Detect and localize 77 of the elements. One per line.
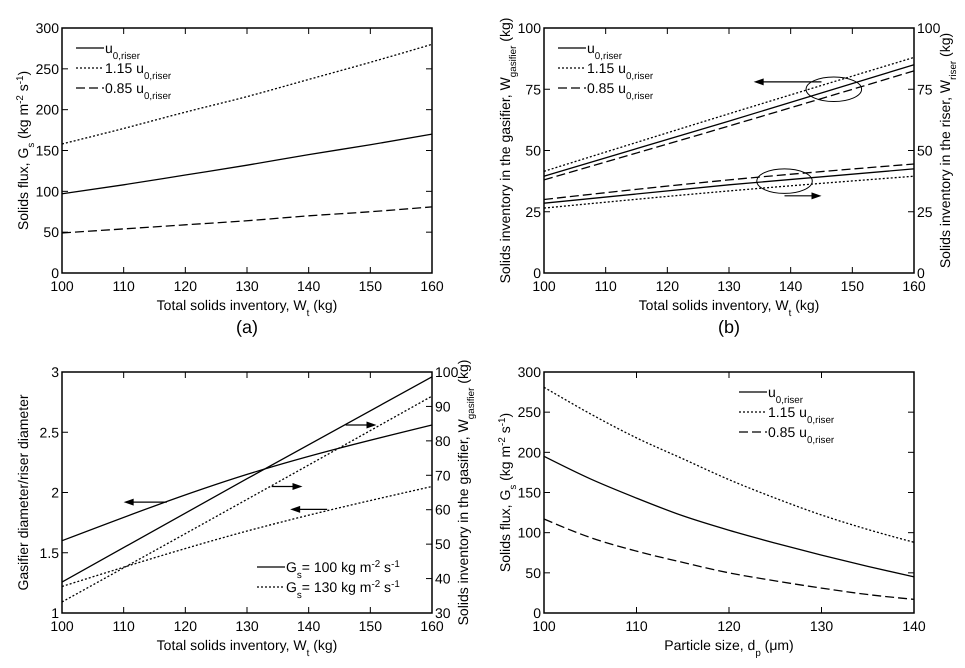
legend-label: u$_{0,riser}$ [768,384,804,406]
y2-tick-label: 80 [435,432,451,449]
x-tick-label: 130 [235,278,259,294]
x-axis-title: Total solids inventory, W$_{t}$ (kg) [156,637,338,658]
legend-label: 1.15 u$_{0,riser}$ [768,404,835,426]
x-tick-label: 140 [778,278,803,294]
x-tick-label: 140 [902,618,926,634]
y-tick-label: 25 [525,204,542,220]
y2-tick-label: 40 [435,570,451,587]
y-tick-label: 100 [36,183,60,200]
y2-tick-label: 70 [435,467,451,484]
y-tick-label: 0 [533,605,542,621]
x-tick-label: 110 [112,278,136,294]
y-tick-label: 2.5 [40,424,60,440]
y-tick-label: 50 [43,224,60,240]
x-tick-label: 110 [594,278,618,294]
x-tick-label: 140 [296,618,321,634]
x-tick-label: 120 [174,278,198,294]
x-tick-label: 120 [656,278,680,294]
x-axis-title: Particle size, d$_{p}$ (μm) [664,637,794,658]
y-tick-label: 200 [36,102,60,118]
legend-label: 0.85 u$_{0,riser}$ [768,424,835,446]
y-tick-label: 150 [518,484,542,500]
x-tick-label: 160 [420,278,444,294]
y-tick-label: 100 [518,20,542,36]
x-tick-label: 160 [420,618,444,634]
y-tick-label: 1 [51,605,60,621]
x-tick-label: 120 [717,618,741,634]
legend-label: 0.85 u$_{0,riser}$ [587,80,654,102]
y-axis-title: Gasifier diameter/riser diameter [15,394,31,591]
legend-label: 0.85 u$_{0,riser}$ [105,80,172,102]
y-tick-label: 3 [51,364,60,380]
x-tick-label: 130 [717,278,741,294]
x-tick-label: 150 [358,278,382,294]
y-tick-label: 0 [533,265,542,281]
legend-label: u$_{0,riser}$ [587,40,623,62]
y2-tick-label: 25 [917,204,933,220]
x-tick-label: 110 [625,618,648,634]
legend-label: G$_{s}$= 100 kg m$^{-2}$ s$^{-1}$ [286,558,400,580]
y-tick-label: 250 [36,60,60,77]
x-tick-label: 150 [840,278,864,294]
y2-tick-label: 50 [435,536,451,552]
x-tick-label: 130 [810,618,834,634]
y-tick-label: 0 [51,265,60,281]
y-tick-label: 100 [518,524,542,541]
y-tick-label: 50 [525,564,542,581]
legend-label: 1.15 u$_{0,riser}$ [587,60,654,82]
y-tick-label: 200 [518,444,542,460]
y2-tick-label: 50 [917,142,933,158]
y2-tick-label: 100 [917,20,941,36]
text: (b) [718,317,740,337]
y2-tick-label: 75 [917,81,933,98]
y2-tick-label: 0 [917,265,925,281]
legend-label: G$_{s}$= 130 kg m$^{-2}$ s$^{-1}$ [286,578,400,600]
legend-label: u$_{0,riser}$ [105,40,141,62]
y2-tick-label: 60 [435,502,451,518]
x-tick-label: 130 [235,618,259,634]
y-tick-label: 1.5 [40,544,60,561]
x-tick-label: 120 [174,618,198,634]
x-tick-label: 160 [902,278,926,294]
x-tick-label: 140 [296,278,321,294]
legend-label: 1.15 u$_{0,riser}$ [105,60,172,82]
x-axis-title: Total solids inventory, W$_{t}$ (kg) [638,297,820,318]
y-tick-label: 300 [518,364,542,380]
y2-tick-label: 30 [435,605,451,621]
y-tick-label: 50 [525,142,542,158]
y2-tick-label: 90 [435,398,451,414]
x-tick-label: 110 [112,618,136,634]
y2-tick-label: 100 [435,364,459,380]
x-tick-label: 150 [358,618,382,634]
text: (a) [236,317,258,337]
y-tick-label: 150 [36,142,60,158]
y-tick-label: 2 [51,484,60,500]
y-tick-label: 300 [36,20,60,36]
y-tick-label: 250 [518,404,542,420]
x-axis-title: Total solids inventory, W$_{t}$ (kg) [156,297,338,318]
y-tick-label: 75 [525,81,542,98]
